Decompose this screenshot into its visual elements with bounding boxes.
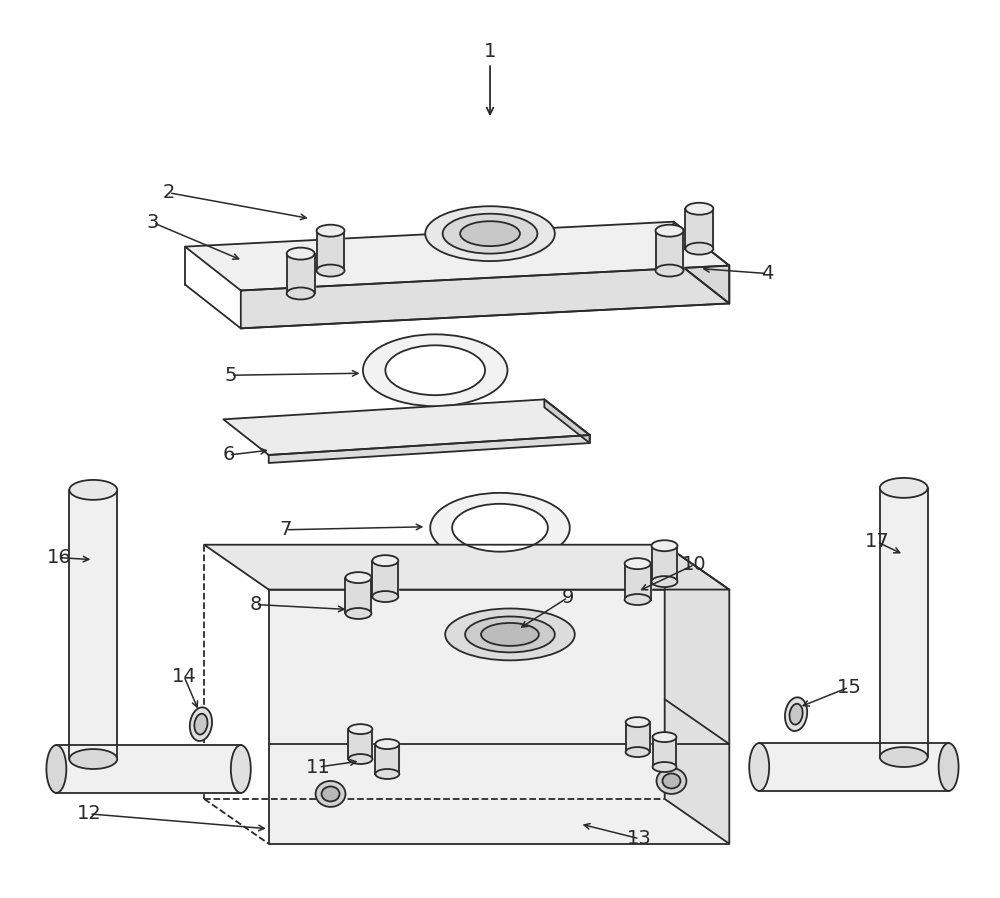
Polygon shape: [759, 743, 949, 791]
Text: 4: 4: [761, 264, 773, 283]
Text: 17: 17: [864, 533, 889, 551]
Polygon shape: [375, 744, 399, 774]
Polygon shape: [652, 546, 677, 582]
Ellipse shape: [939, 743, 959, 791]
Polygon shape: [185, 222, 729, 290]
Text: 12: 12: [77, 805, 102, 823]
Ellipse shape: [317, 224, 344, 237]
Polygon shape: [653, 737, 676, 767]
Ellipse shape: [372, 591, 398, 602]
Ellipse shape: [465, 617, 555, 652]
Ellipse shape: [345, 572, 371, 583]
Text: 1: 1: [484, 41, 496, 61]
Text: 2: 2: [163, 183, 175, 202]
Polygon shape: [372, 560, 398, 596]
Ellipse shape: [348, 754, 372, 764]
Polygon shape: [348, 729, 372, 759]
Ellipse shape: [316, 781, 345, 807]
Ellipse shape: [317, 265, 344, 277]
Polygon shape: [880, 488, 928, 757]
Polygon shape: [673, 222, 729, 304]
Text: 15: 15: [836, 678, 861, 697]
Ellipse shape: [190, 708, 212, 741]
Polygon shape: [685, 208, 713, 249]
Text: 3: 3: [147, 213, 159, 233]
Text: 10: 10: [682, 555, 707, 574]
Ellipse shape: [653, 732, 676, 742]
Ellipse shape: [657, 768, 686, 794]
Polygon shape: [56, 745, 241, 793]
Ellipse shape: [652, 541, 677, 551]
Ellipse shape: [662, 773, 680, 788]
Polygon shape: [69, 490, 117, 759]
Ellipse shape: [430, 493, 570, 563]
Polygon shape: [665, 545, 729, 844]
Ellipse shape: [626, 747, 650, 757]
Ellipse shape: [345, 608, 371, 619]
Ellipse shape: [785, 698, 807, 731]
Ellipse shape: [322, 787, 339, 801]
Ellipse shape: [626, 718, 650, 727]
Ellipse shape: [880, 478, 928, 497]
Ellipse shape: [425, 207, 555, 261]
Text: 8: 8: [250, 595, 262, 614]
Polygon shape: [544, 400, 590, 443]
Ellipse shape: [749, 743, 769, 791]
Ellipse shape: [46, 745, 66, 793]
Ellipse shape: [443, 214, 537, 253]
Ellipse shape: [372, 555, 398, 566]
Text: 13: 13: [627, 829, 652, 849]
Text: 7: 7: [279, 520, 292, 540]
Ellipse shape: [375, 769, 399, 779]
Polygon shape: [317, 231, 344, 270]
Ellipse shape: [685, 242, 713, 255]
Polygon shape: [223, 400, 590, 455]
Ellipse shape: [460, 221, 520, 246]
Ellipse shape: [452, 504, 548, 551]
Text: 11: 11: [306, 758, 331, 777]
Ellipse shape: [375, 739, 399, 749]
Ellipse shape: [656, 224, 683, 237]
Ellipse shape: [445, 609, 575, 660]
Ellipse shape: [231, 745, 251, 793]
Text: 16: 16: [47, 548, 72, 568]
Ellipse shape: [652, 577, 677, 587]
Polygon shape: [204, 545, 729, 590]
Ellipse shape: [656, 265, 683, 277]
Ellipse shape: [287, 287, 315, 299]
Ellipse shape: [194, 714, 208, 735]
Polygon shape: [287, 253, 315, 294]
Ellipse shape: [790, 704, 803, 725]
Text: 6: 6: [223, 445, 235, 464]
Polygon shape: [345, 577, 371, 613]
Ellipse shape: [69, 749, 117, 769]
Text: 9: 9: [562, 588, 574, 607]
Ellipse shape: [348, 724, 372, 735]
Ellipse shape: [363, 334, 507, 406]
Ellipse shape: [69, 480, 117, 500]
Ellipse shape: [880, 747, 928, 767]
Polygon shape: [269, 590, 729, 844]
Polygon shape: [626, 722, 650, 752]
Text: 5: 5: [225, 365, 237, 384]
Polygon shape: [656, 231, 683, 270]
Polygon shape: [269, 435, 590, 463]
Polygon shape: [625, 564, 651, 600]
Ellipse shape: [287, 248, 315, 260]
Ellipse shape: [625, 559, 651, 569]
Ellipse shape: [385, 346, 485, 395]
Ellipse shape: [481, 623, 539, 646]
Polygon shape: [241, 266, 729, 329]
Ellipse shape: [653, 762, 676, 772]
Text: 14: 14: [172, 667, 196, 686]
Ellipse shape: [685, 203, 713, 215]
Ellipse shape: [625, 594, 651, 605]
